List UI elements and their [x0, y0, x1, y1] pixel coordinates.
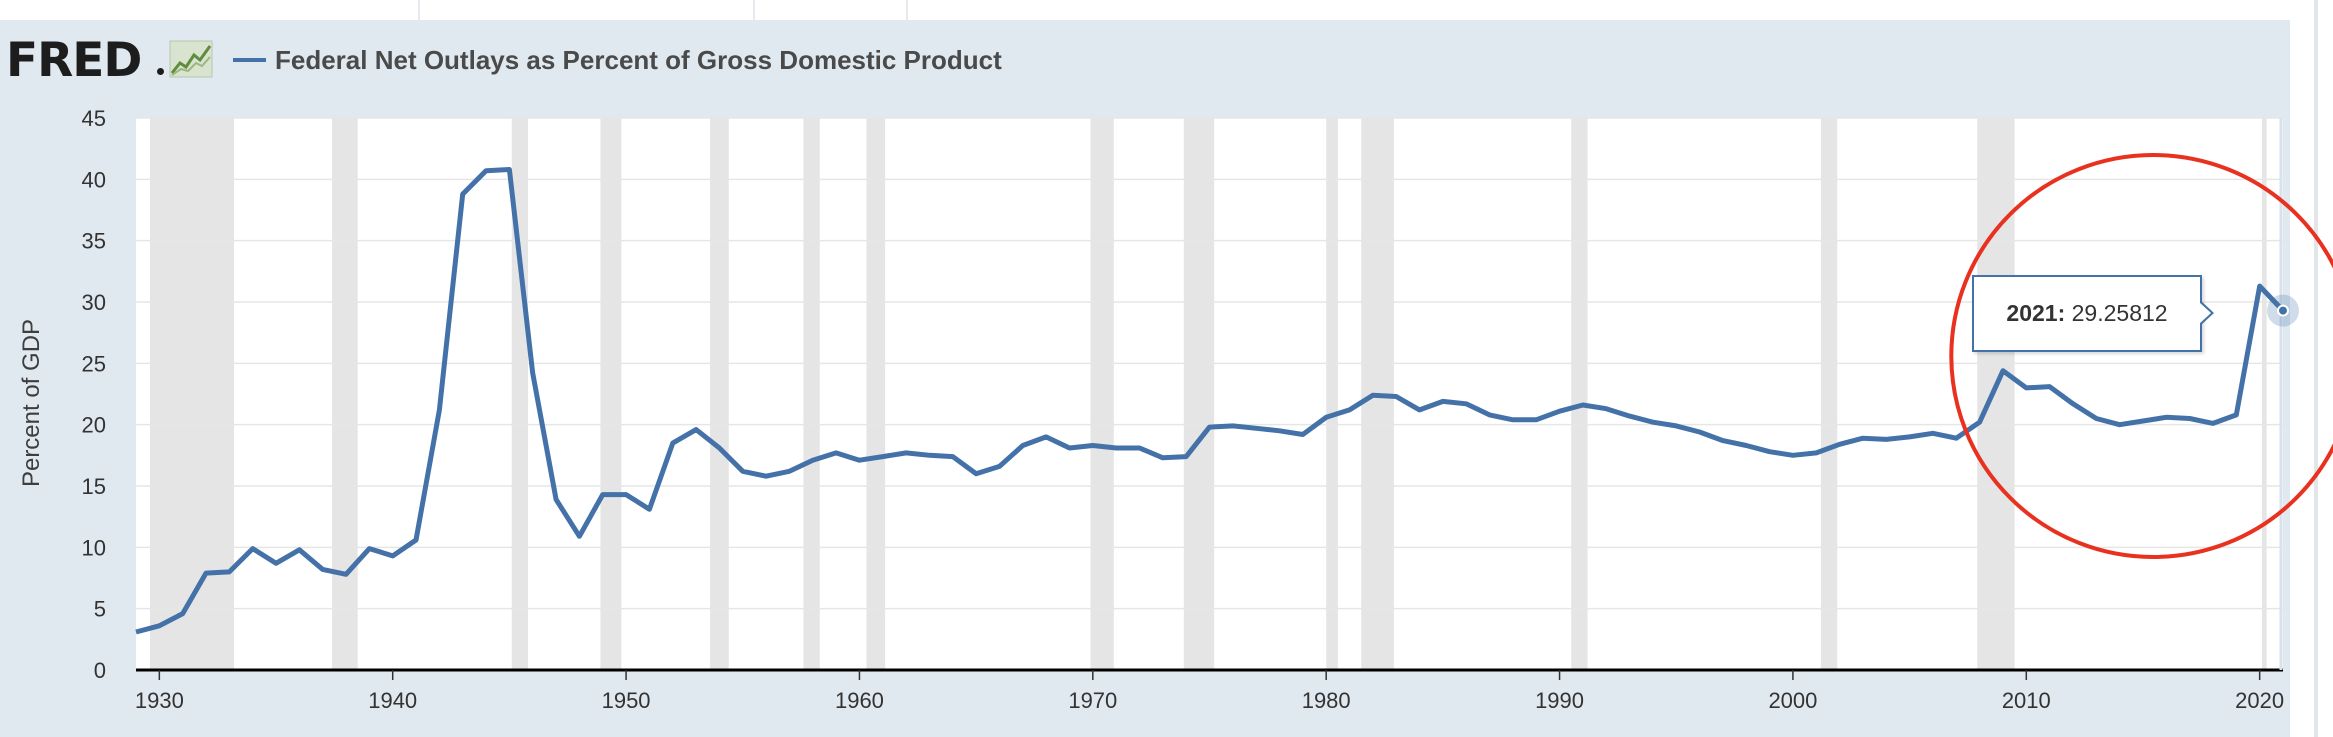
recession-band — [1571, 118, 1588, 670]
top-toolbar — [0, 0, 2290, 20]
annotation-circle — [1949, 153, 2333, 559]
scrollbar[interactable] — [2314, 0, 2318, 737]
x-tick-label: 1960 — [835, 688, 884, 713]
recession-band — [866, 118, 886, 670]
fred-logo[interactable]: FRED — [6, 33, 142, 88]
recession-band — [1183, 118, 1215, 670]
data-tooltip: 2021: 29.25812 — [1972, 275, 2202, 352]
series-line[interactable] — [135, 167, 2285, 635]
x-tick-label: 1990 — [1535, 688, 1584, 713]
tooltip-arrow-inner — [2199, 302, 2211, 324]
legend-series-label[interactable]: Federal Net Outlays as Percent of Gross … — [275, 45, 1002, 75]
recession-band — [1977, 118, 2015, 670]
y-tick-label: 0 — [94, 658, 106, 683]
recession-band — [2261, 118, 2267, 670]
x-tick-label: 1940 — [368, 688, 417, 713]
toolbar-divider — [906, 0, 908, 20]
tooltip-year: 2021: — [2006, 300, 2066, 326]
x-tick-label: 1950 — [602, 688, 651, 713]
x-tick-label: 2010 — [2002, 688, 2051, 713]
x-tick-label: 1930 — [135, 688, 184, 713]
legend-swatch — [233, 58, 266, 62]
recession-band — [150, 118, 235, 670]
x-tick-label: 2000 — [1768, 688, 1817, 713]
hover-point[interactable] — [2277, 304, 2289, 317]
y-tick-label: 15 — [82, 474, 106, 499]
y-tick-label: 25 — [82, 351, 106, 376]
recession-band — [710, 118, 729, 670]
page-margin — [2290, 0, 2333, 737]
y-tick-label: 20 — [82, 413, 106, 438]
y-tick-label: 35 — [82, 229, 106, 254]
x-tick-label: 2020 — [2235, 688, 2284, 713]
recession-band — [803, 118, 820, 670]
recession-band — [1820, 118, 1838, 670]
recession-band — [600, 118, 622, 670]
x-tick-label: 1970 — [1068, 688, 1117, 713]
recession-band — [1090, 118, 1114, 670]
y-tick-label: 40 — [82, 167, 106, 192]
toolbar-divider — [753, 0, 755, 20]
toolbar-divider — [418, 0, 420, 20]
y-tick-label: 10 — [82, 535, 106, 560]
tooltip-value: 29.25812 — [2071, 300, 2168, 326]
y-tick-label: 30 — [82, 290, 106, 315]
line-chart-icon — [169, 40, 213, 78]
logo-registered-dot — [157, 68, 164, 75]
y-tick-label: 5 — [94, 597, 106, 622]
recession-band — [511, 118, 529, 670]
recession-band — [332, 118, 358, 670]
y-tick-label: 45 — [82, 106, 106, 131]
recession-band — [1326, 118, 1338, 670]
x-tick-label: 1980 — [1302, 688, 1351, 713]
